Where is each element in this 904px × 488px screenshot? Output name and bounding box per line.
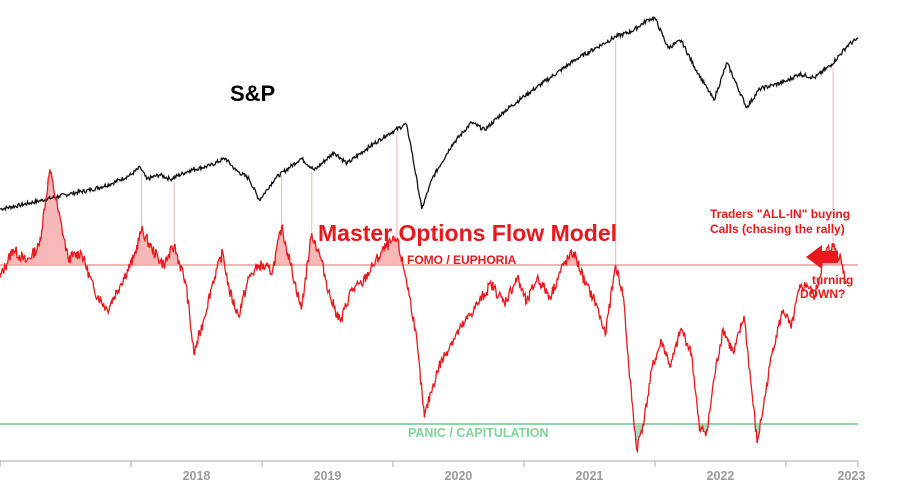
sp-label: S&P	[230, 81, 275, 106]
turning-down-arrow-icon	[806, 245, 838, 269]
annotation-note-line1: Traders "ALL-IN" buying	[710, 207, 850, 221]
euphoria-fill	[6, 169, 86, 265]
euphoria-fill	[306, 233, 324, 265]
euphoria-fill	[374, 236, 403, 265]
options-flow-model-line	[0, 169, 847, 454]
x-tick-label: 2022	[707, 469, 735, 483]
euphoria-fill	[567, 250, 577, 265]
annotation-arrow-line2: DOWN?	[800, 287, 845, 301]
x-tick-label: 2019	[314, 469, 342, 483]
sp-price-line	[0, 16, 859, 212]
x-tick-label: 2021	[576, 469, 604, 483]
chart-title: Master Options Flow Model	[318, 220, 617, 246]
x-tick-label: 2020	[445, 469, 473, 483]
x-tick-label: 2023	[838, 469, 866, 483]
euphoria-fill	[165, 244, 180, 265]
x-tick-label: 2018	[183, 469, 211, 483]
annotation-note-line2: Calls (chasing the rally)	[710, 222, 845, 236]
x-axis: 2018 2019 2020 2021 2022 2023	[0, 460, 866, 483]
signal-lines	[49, 40, 834, 265]
annotation-arrow-line1: turning	[812, 273, 853, 287]
fomo-zone-label: FOMO / EUPHORIA	[407, 253, 517, 267]
panic-zone-label: PANIC / CAPITULATION	[408, 426, 549, 440]
capitulation-fill	[755, 424, 760, 444]
